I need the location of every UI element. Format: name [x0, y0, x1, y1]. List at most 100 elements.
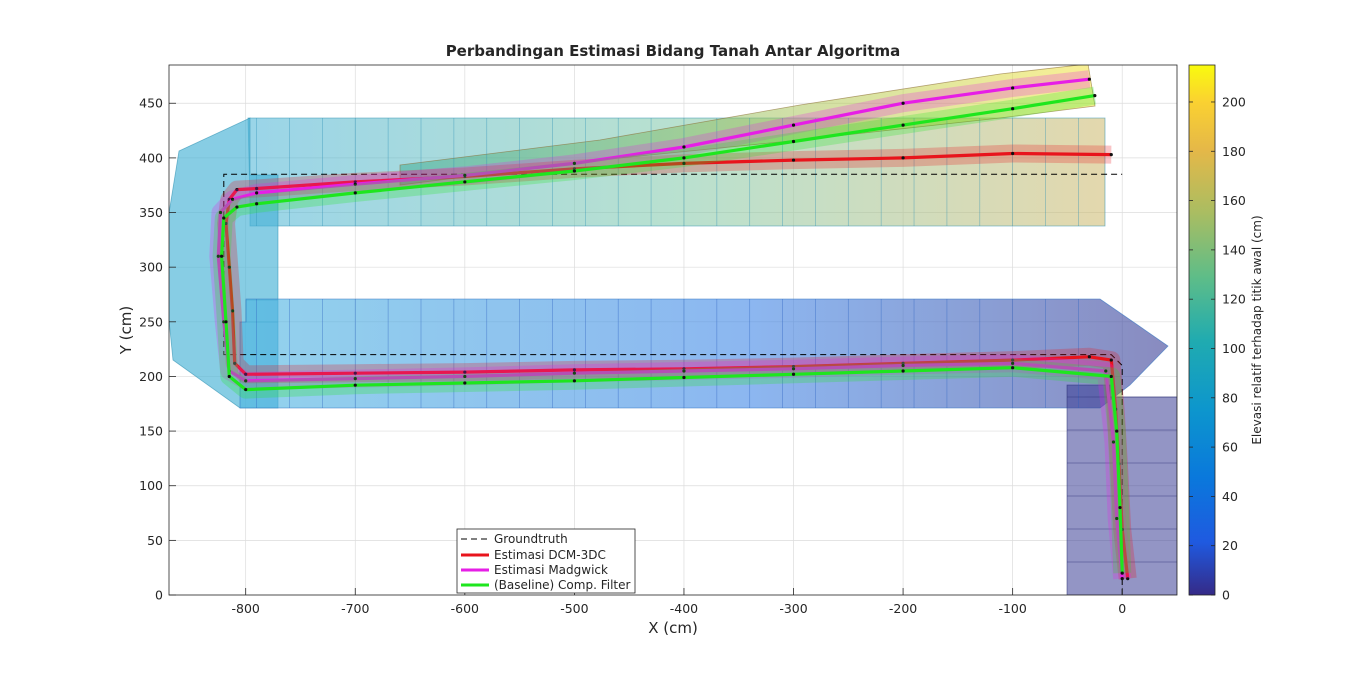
series-point-dcm-3dc — [1011, 358, 1015, 362]
x-tick-label: -100 — [998, 601, 1026, 616]
y-tick-label: 200 — [139, 369, 163, 384]
colorbar-ticks: 0 20 40 60 80 100 120 140 160 180 200 — [1189, 94, 1246, 603]
series-point-dcm-3dc — [1109, 153, 1113, 157]
series-point-madgwick — [682, 369, 686, 373]
legend-label-compfilter: (Baseline) Comp. Filter — [494, 578, 630, 592]
axes-box — [168, 64, 1178, 596]
legend: Groundtruth Estimasi DCM-3DC Estimasi Ma… — [456, 528, 636, 594]
series-point-madgwick — [572, 371, 576, 375]
y-tick-label: 50 — [147, 533, 163, 548]
series-point-comp-filter — [1011, 366, 1015, 370]
x-tick-label: -800 — [232, 601, 260, 616]
series-point-madgwick — [682, 145, 686, 149]
series-point-madgwick — [463, 374, 467, 379]
y-tick-label: 350 — [139, 205, 163, 220]
series-point-madgwick — [791, 123, 796, 127]
series-line-comp-filter — [220, 94, 1124, 574]
colorbar-label: Elevasi relatif terhadap titik awal (cm) — [1250, 215, 1264, 444]
series-point-comp-filter — [353, 383, 357, 387]
series-point-dcm-3dc — [791, 158, 796, 162]
series-point-comp-filter — [682, 375, 686, 380]
series-point-comp-filter — [1118, 505, 1122, 510]
colorbar: 0 20 40 60 80 100 120 140 160 180 200 Elevasi rela… — [1188, 64, 1264, 603]
series-point-comp-filter — [1011, 107, 1015, 111]
y-tick-label: 400 — [139, 150, 163, 165]
series-point-comp-filter — [572, 379, 576, 383]
colorbar-tick-label: 80 — [1222, 390, 1238, 405]
x-tick-label: -500 — [560, 601, 588, 616]
series-point-dcm-3dc — [227, 265, 231, 269]
series-point-comp-filter — [572, 169, 576, 173]
series-point-dcm-3dc — [353, 371, 357, 375]
series-point-madgwick — [353, 182, 357, 186]
series-point-dcm-3dc — [1087, 355, 1091, 359]
series-point-madgwick — [901, 101, 905, 105]
x-tick-label: 0 — [1118, 601, 1126, 616]
colorbar-tick-label: 200 — [1222, 94, 1246, 109]
series-point-comp-filter — [1120, 571, 1124, 575]
series-line-groundtruth — [223, 173, 1123, 595]
series-point-dcm-3dc — [233, 361, 237, 365]
series-point-madgwick — [218, 210, 223, 215]
y-axis-label: Y (cm) — [117, 306, 135, 356]
series-point-comp-filter — [1115, 429, 1119, 433]
series-point-dcm-3dc — [901, 156, 905, 160]
series-layer — [209, 70, 1137, 595]
series-point-madgwick — [791, 367, 796, 371]
series-point-dcm-3dc — [224, 221, 228, 226]
colorbar-tick-label: 120 — [1222, 292, 1246, 307]
series-point-madgwick — [353, 377, 357, 381]
series-point-madgwick — [216, 254, 220, 258]
colorbar-tick-label: 0 — [1222, 588, 1230, 603]
series-point-comp-filter — [791, 139, 796, 144]
colorbar-gradient — [1188, 64, 1216, 596]
series-point-comp-filter — [227, 374, 231, 379]
series-point-dcm-3dc — [1109, 358, 1113, 362]
colorbar-tick-label: 40 — [1222, 489, 1238, 504]
series-point-dcm-3dc — [1011, 151, 1015, 156]
series-point-madgwick — [901, 363, 905, 368]
colorbar-tick-label: 140 — [1222, 242, 1246, 257]
legend-label-madgwick: Estimasi Madgwick — [494, 563, 608, 577]
series-point-comp-filter — [224, 320, 228, 324]
y-tick-label: 100 — [139, 478, 163, 493]
series-point-madgwick — [255, 191, 259, 195]
series-point-madgwick — [572, 161, 576, 165]
chart-title: Perbandingan Estimasi Bidang Tanah Antar… — [446, 42, 901, 60]
series-point-dcm-3dc — [572, 368, 576, 372]
colorbar-tick-label: 160 — [1222, 193, 1246, 208]
series-point-comp-filter — [682, 156, 686, 160]
series-point-comp-filter — [463, 381, 467, 385]
colorbar-tick-label: 60 — [1222, 440, 1238, 455]
y-tick-label: 250 — [139, 314, 163, 329]
series-point-madgwick — [244, 379, 248, 383]
series-point-madgwick — [1104, 369, 1108, 373]
series-point-madgwick — [230, 197, 235, 202]
series-point-comp-filter — [463, 180, 467, 184]
legend-label-groundtruth: Groundtruth — [494, 532, 568, 546]
series-point-dcm-3dc — [682, 161, 686, 165]
series-point-comp-filter — [1109, 374, 1113, 379]
colorbar-tick-label: 100 — [1222, 341, 1246, 356]
series-point-madgwick — [1115, 516, 1119, 521]
x-tick-label: -700 — [341, 601, 369, 616]
x-tick-label: -600 — [451, 601, 479, 616]
series-point-comp-filter — [222, 216, 226, 220]
series-point-dcm-3dc — [1126, 577, 1130, 581]
series-point-comp-filter — [901, 123, 905, 127]
series-point-dcm-3dc — [463, 370, 467, 374]
series-point-comp-filter — [219, 254, 224, 258]
series-point-dcm-3dc — [244, 372, 248, 376]
series-point-dcm-3dc — [235, 187, 239, 192]
series-point-madgwick — [1087, 77, 1091, 81]
series-point-comp-filter — [255, 202, 259, 206]
series-point-comp-filter — [791, 372, 796, 376]
colorbar-tick-label: 180 — [1222, 144, 1246, 159]
x-tick-label: -200 — [889, 601, 917, 616]
series-point-dcm-3dc — [230, 309, 235, 313]
x-axis-label: X (cm) — [648, 619, 698, 637]
y-tick-label: 150 — [139, 424, 163, 439]
series-point-madgwick — [463, 173, 467, 177]
series-point-comp-filter — [901, 369, 905, 373]
